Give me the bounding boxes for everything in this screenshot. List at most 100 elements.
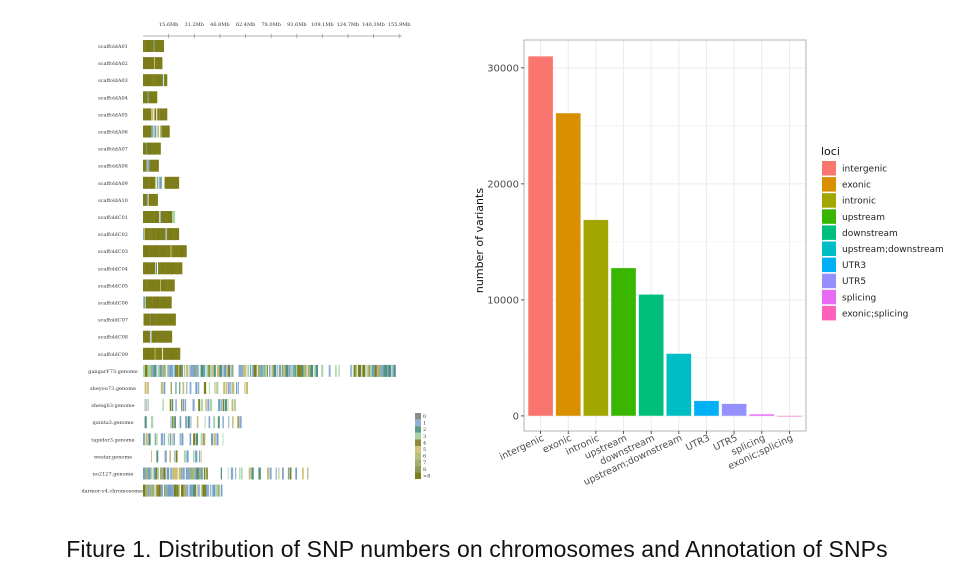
snp-bin-texture xyxy=(154,211,155,223)
snp-bin xyxy=(198,399,200,412)
snp-bin xyxy=(198,467,201,480)
snp-bin xyxy=(213,364,216,377)
legend-swatch xyxy=(822,177,836,192)
x-tick-label: 46.8Mb xyxy=(210,22,229,28)
legend-label: intronic xyxy=(842,197,876,207)
snp-bin xyxy=(387,364,389,377)
snp-bin xyxy=(143,347,155,360)
snp-bin xyxy=(236,382,238,394)
snp-bin xyxy=(151,108,154,121)
snp-bin xyxy=(200,364,204,377)
snp-bin xyxy=(149,484,152,497)
snp-bin xyxy=(165,228,167,241)
snp-bin xyxy=(178,364,180,377)
snp-bin xyxy=(170,416,172,429)
snp-bin xyxy=(143,313,151,326)
snp-bin-texture xyxy=(171,347,172,360)
snp-bin xyxy=(174,467,178,480)
snp-bin xyxy=(183,450,186,463)
snp-bin xyxy=(278,467,280,480)
chromosome-row: scaffoldA08 xyxy=(98,159,159,172)
snp-bin xyxy=(289,467,292,480)
snp-bin xyxy=(301,364,304,377)
snp-bin xyxy=(155,262,157,275)
snp-bin xyxy=(160,382,163,394)
snp-bin-texture xyxy=(175,347,177,360)
chromosome-row: scaffoldA01 xyxy=(98,40,165,52)
snp-bin-texture xyxy=(163,296,165,309)
snp-bin xyxy=(158,484,161,497)
snp-bin xyxy=(202,433,204,446)
snp-bin-texture xyxy=(159,262,161,275)
snp-bin xyxy=(174,416,176,429)
snp-bin xyxy=(217,484,219,497)
snp-bin xyxy=(193,433,196,446)
x-tick-label: UTR3 xyxy=(684,433,712,454)
snp-bin-texture xyxy=(152,313,154,326)
snp-bin xyxy=(200,467,203,480)
snp-bin-texture xyxy=(168,176,169,189)
snp-bin xyxy=(194,467,197,480)
snp-bin xyxy=(154,125,157,138)
snp-bin xyxy=(169,364,172,377)
chromosome-row: scaffoldA02 xyxy=(98,57,163,70)
snp-bin xyxy=(164,450,167,463)
bar-splicing xyxy=(749,413,775,417)
legend-label: >8 xyxy=(423,473,430,479)
snp-bin xyxy=(195,484,197,497)
snp-bin-texture xyxy=(147,211,148,223)
snp-bin xyxy=(203,467,206,480)
snp-bin xyxy=(147,399,149,412)
chromosome-row: scaffoldA05 xyxy=(98,108,168,121)
snp-bin xyxy=(172,211,176,223)
x-tick-label: 109.1Mb xyxy=(311,22,334,28)
x-tick-label: 15.6Mb xyxy=(159,22,178,28)
snp-bin xyxy=(162,399,164,412)
y-tick-label: 20000 xyxy=(487,179,519,190)
snp-bin xyxy=(171,245,187,258)
snp-bin-texture xyxy=(155,245,156,258)
snp-bin xyxy=(155,484,158,497)
snp-bin-texture xyxy=(164,330,166,343)
legend-label: UTR3 xyxy=(842,261,866,271)
snp-bin xyxy=(309,364,311,377)
legend-swatch xyxy=(822,209,836,224)
snp-bin xyxy=(223,382,226,394)
snp-bin xyxy=(245,382,249,394)
snp-bin-texture xyxy=(152,296,154,309)
snp-bin-texture xyxy=(158,245,160,258)
snp-bin xyxy=(151,450,153,463)
snp-bin xyxy=(167,484,170,497)
snp-bin xyxy=(147,142,161,155)
snp-bin-texture xyxy=(155,313,156,326)
legend-swatch xyxy=(822,257,836,273)
snp-bin xyxy=(179,433,181,446)
snp-bin xyxy=(172,416,174,429)
snp-bin xyxy=(179,364,182,377)
snp-bin xyxy=(290,364,294,377)
snp-bin xyxy=(221,364,223,377)
y-axis: 0 10000 20000 30000 xyxy=(487,63,524,422)
snp-bin xyxy=(175,382,177,394)
snp-bin xyxy=(170,245,172,258)
snp-bin xyxy=(208,382,210,394)
snp-bin xyxy=(189,382,192,394)
snp-bin xyxy=(225,382,228,394)
chromosome-label: westar.genome xyxy=(94,454,132,460)
snp-bin xyxy=(223,364,227,377)
snp-bin xyxy=(145,433,148,446)
snp-bin xyxy=(239,364,242,377)
snp-bin xyxy=(149,159,159,172)
chromosome-row: scaffoldA03 xyxy=(98,74,168,87)
snp-bin xyxy=(263,364,265,377)
snp-bin xyxy=(143,228,144,241)
snp-bin xyxy=(185,416,188,429)
snp-bin xyxy=(220,484,223,497)
snp-bin xyxy=(222,433,224,446)
snp-bin xyxy=(159,176,162,189)
chromosome-row: scaffoldC03 xyxy=(98,245,187,258)
chromosome-row: tapidor3.genome xyxy=(91,433,224,446)
snp-bin xyxy=(367,364,369,377)
snp-bin-texture xyxy=(148,176,149,189)
legend-label: 7 xyxy=(423,460,426,466)
